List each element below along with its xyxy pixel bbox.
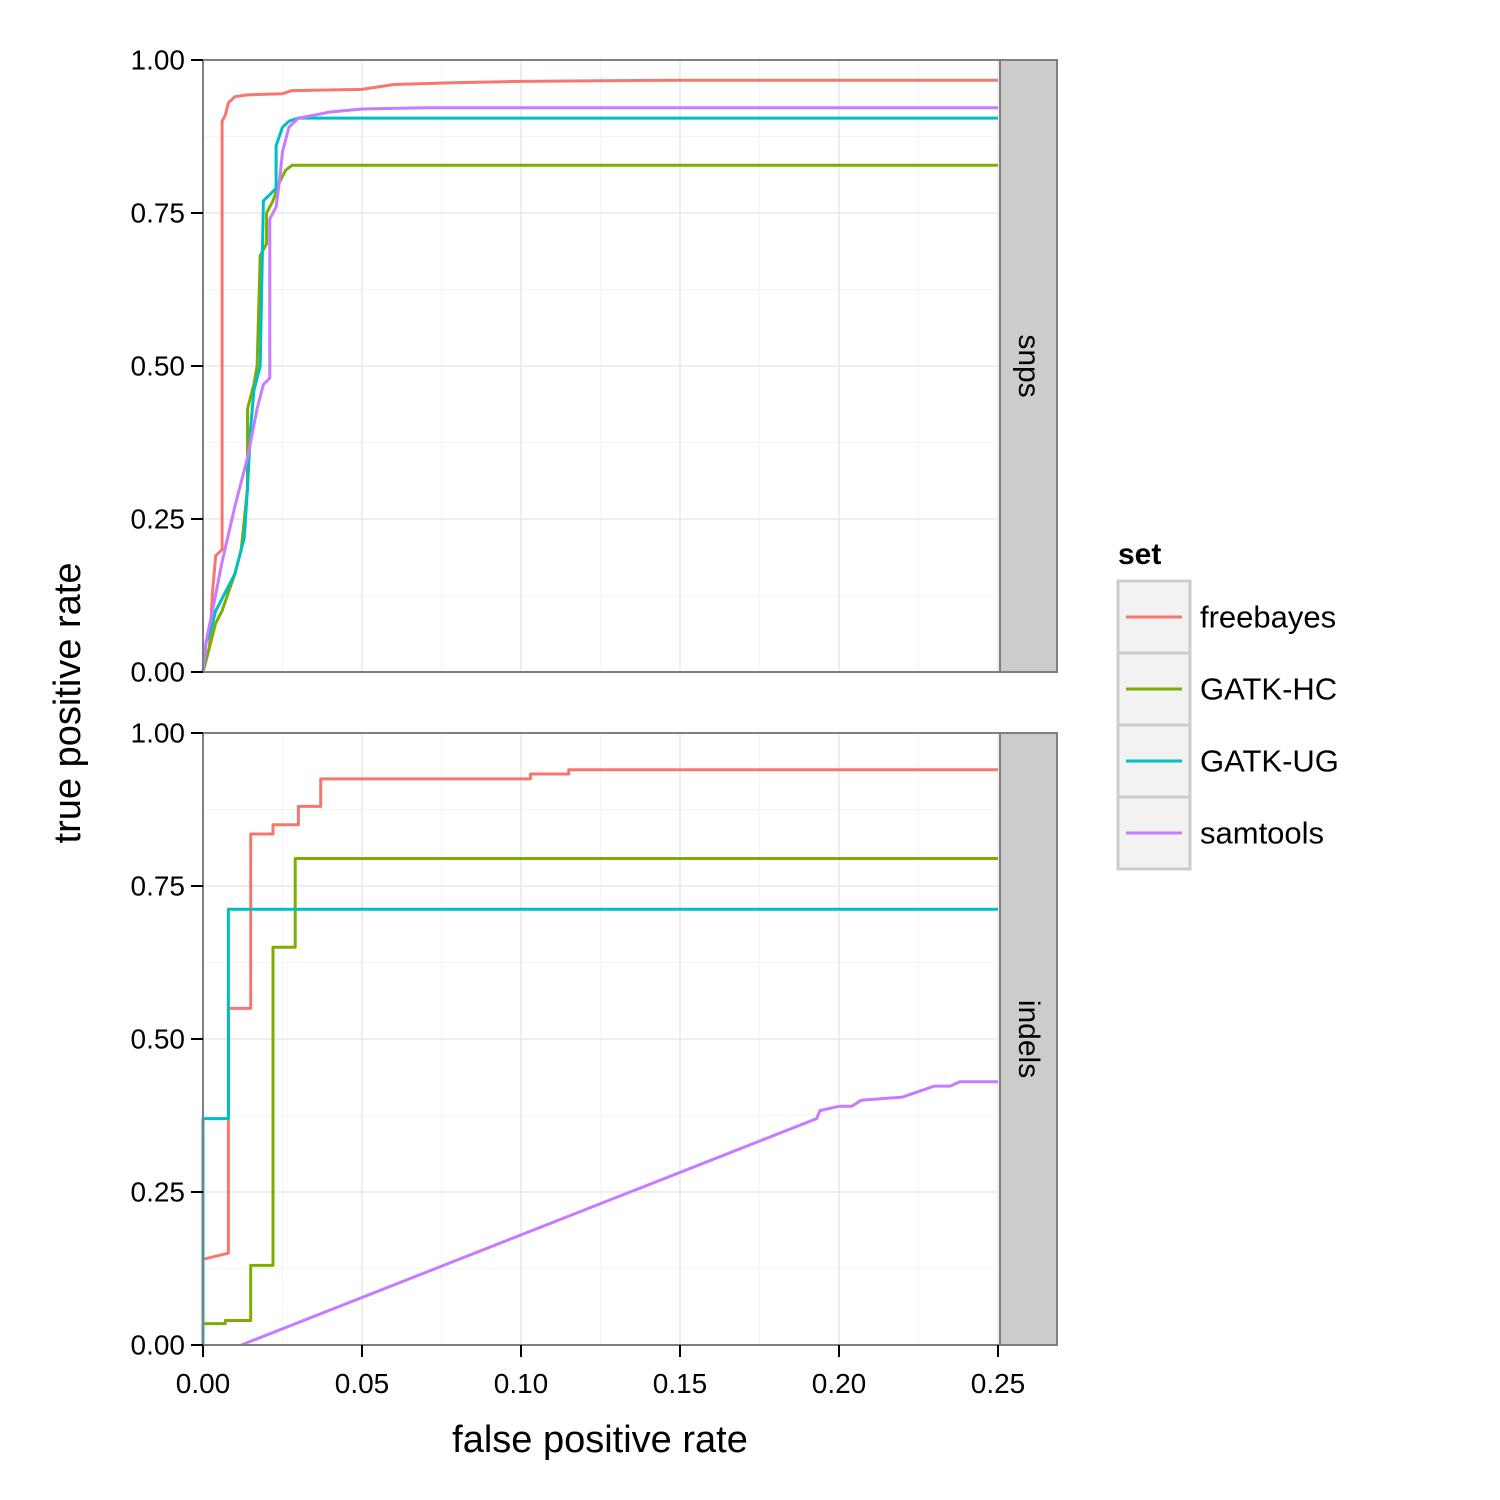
y-tick-label: 0.75 — [131, 198, 186, 229]
facet-strip — [999, 59, 1058, 673]
legend-item-freebayes: freebayes — [1116, 579, 1336, 655]
legend-label: GATK-UG — [1200, 744, 1339, 779]
x-tick-label: 0.15 — [653, 1368, 708, 1399]
y-tick-label: 1.00 — [131, 718, 186, 749]
x-tick-label: 0.05 — [335, 1368, 390, 1399]
y-tick-label: 0.00 — [131, 1330, 186, 1361]
legend-item-gatk-hc: GATK-HC — [1116, 651, 1337, 727]
legend-item-gatk-ug: GATK-UG — [1116, 723, 1339, 799]
series-line-gatk-hc — [203, 857, 998, 1326]
series-line-freebayes — [202, 768, 998, 1261]
plot-panels: snps indels — [201, 59, 1058, 1347]
legend-title: set — [1118, 538, 1161, 571]
y-tick-label: 0.00 — [131, 657, 186, 688]
series-line-freebayes — [201, 78, 998, 673]
axes: 0.00 0.25 0.50 0.75 1.00 0.00 0.25 0.50 0.75 1.00… — [131, 45, 1026, 1400]
y-tick-label: 0.75 — [131, 871, 186, 902]
series-line-gatk-ug — [201, 116, 998, 673]
facet-strip-label: indels — [1012, 1000, 1045, 1078]
series-line-samtools — [201, 106, 998, 673]
y-tick-label: 0.25 — [131, 504, 186, 535]
facet-indels: indels — [201, 732, 1058, 1347]
x-tick-label: 0.00 — [176, 1368, 231, 1399]
legend-label: samtools — [1200, 816, 1324, 851]
x-tick-label: 0.25 — [971, 1368, 1026, 1399]
legend-label: GATK-HC — [1200, 672, 1337, 707]
y-tick-label: 1.00 — [131, 45, 186, 76]
legend-label: freebayes — [1200, 600, 1336, 635]
x-tick-label: 0.20 — [812, 1368, 867, 1399]
facet-strip — [999, 732, 1058, 1346]
x-tick-label: 0.10 — [494, 1368, 549, 1399]
facet-strip-label: snps — [1012, 334, 1045, 397]
legend-item-samtools: samtools — [1116, 795, 1324, 871]
y-tick-label: 0.50 — [131, 1024, 186, 1055]
series-line-samtools — [240, 1080, 998, 1347]
y-tick-label: 0.50 — [131, 351, 186, 382]
y-axis-title: true positive rate — [47, 563, 89, 844]
facet-snps: snps — [201, 59, 1058, 673]
y-tick-label: 0.25 — [131, 1177, 186, 1208]
x-axis-title: false positive rate — [452, 1419, 748, 1461]
legend: set freebayes GATK-HC GATK-UG samtools — [1116, 538, 1339, 871]
